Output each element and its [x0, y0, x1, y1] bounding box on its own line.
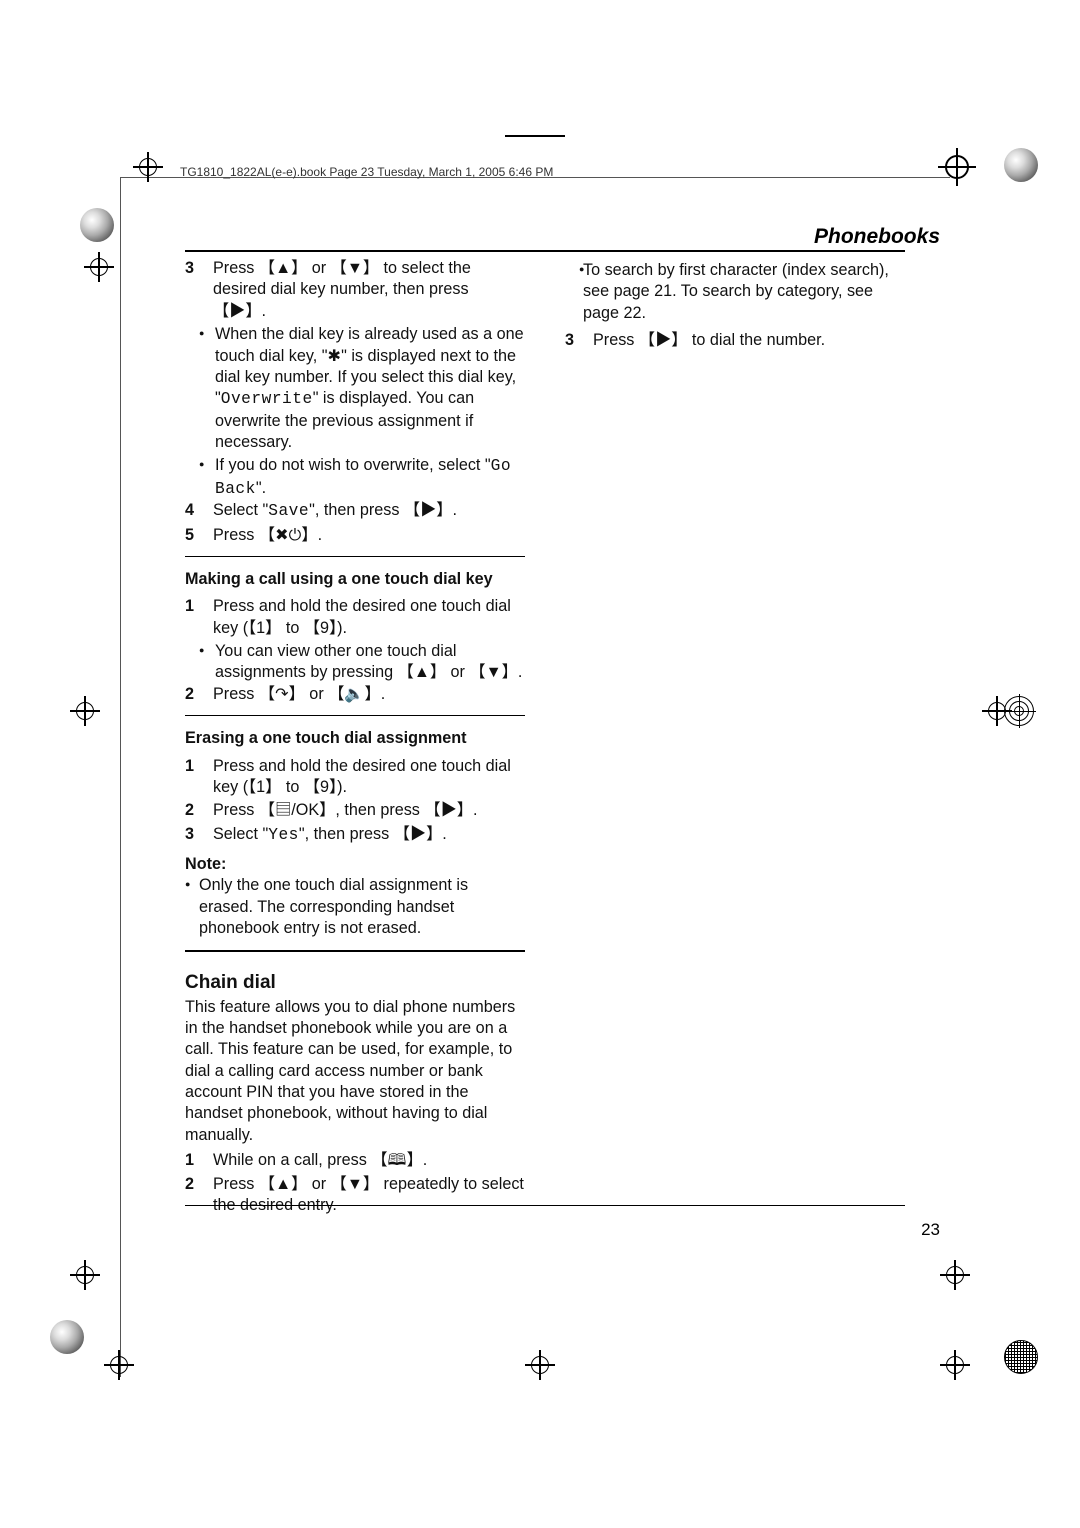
step-text: Press 【✖⏻】.	[213, 525, 322, 546]
step-number: 2	[185, 1174, 201, 1217]
step-text: Select "Save", then press 【▶】.	[213, 500, 457, 522]
sub-bullet: You can view other one touch dial assign…	[185, 641, 525, 684]
step-number: 2	[185, 800, 201, 821]
step-number: 3	[565, 330, 581, 351]
step-text: Press 【↷】 or 【🔈】.	[213, 684, 385, 705]
section-title: Phonebooks	[814, 225, 940, 249]
sub-bullet: If you do not wish to overwrite, select …	[185, 455, 525, 500]
step-number: 3	[185, 824, 201, 846]
step-text: While on a call, press 【🕮】.	[213, 1150, 427, 1171]
page-number: 23	[921, 1220, 940, 1240]
step-number: 1	[185, 1150, 201, 1171]
divider	[185, 1205, 905, 1206]
subsection-head: Chain dial	[185, 970, 525, 995]
printer-mark	[1004, 1340, 1038, 1374]
step-number: 4	[185, 500, 201, 522]
right-column: To search by first character (index sear…	[565, 258, 905, 1218]
step-number: 3	[185, 258, 201, 322]
note-bullet: Only the one touch dial assignment is er…	[185, 875, 525, 939]
step-number: 5	[185, 525, 201, 546]
step-number: 1	[185, 756, 201, 799]
sub-bullet: When the dial key is already used as a o…	[185, 324, 525, 453]
step-text: Press and hold the desired one touch dia…	[213, 596, 525, 639]
step-text: Press 【▶】 to dial the number.	[593, 330, 825, 351]
subsection-head: Making a call using a one touch dial key	[185, 569, 525, 590]
step-text: Press and hold the desired one touch dia…	[213, 756, 525, 799]
left-column: 3Press 【▲】 or 【▼】 to select the desired …	[185, 258, 525, 1218]
step-text: Press 【▲】 or 【▼】 to select the desired d…	[213, 258, 525, 322]
note-head: Note:	[185, 854, 525, 875]
subsection-head: Erasing a one touch dial assignment	[185, 728, 525, 749]
step-text: Press 【▤/OK】, then press 【▶】.	[213, 800, 477, 821]
printer-mark	[80, 208, 114, 242]
printer-mark	[1004, 696, 1034, 726]
sub-bullet: To search by first character (index sear…	[565, 260, 905, 324]
document-meta: TG1810_1822AL(e-e).book Page 23 Tuesday,…	[180, 165, 900, 179]
step-text: Press 【▲】 or 【▼】 repeatedly to select th…	[213, 1174, 525, 1217]
divider	[185, 250, 905, 252]
step-number: 1	[185, 596, 201, 639]
step-number: 2	[185, 684, 201, 705]
printer-mark	[50, 1320, 84, 1354]
step-text: Select "Yes", then press 【▶】.	[213, 824, 447, 846]
printer-mark	[1004, 148, 1038, 182]
paragraph: This feature allows you to dial phone nu…	[185, 997, 525, 1147]
